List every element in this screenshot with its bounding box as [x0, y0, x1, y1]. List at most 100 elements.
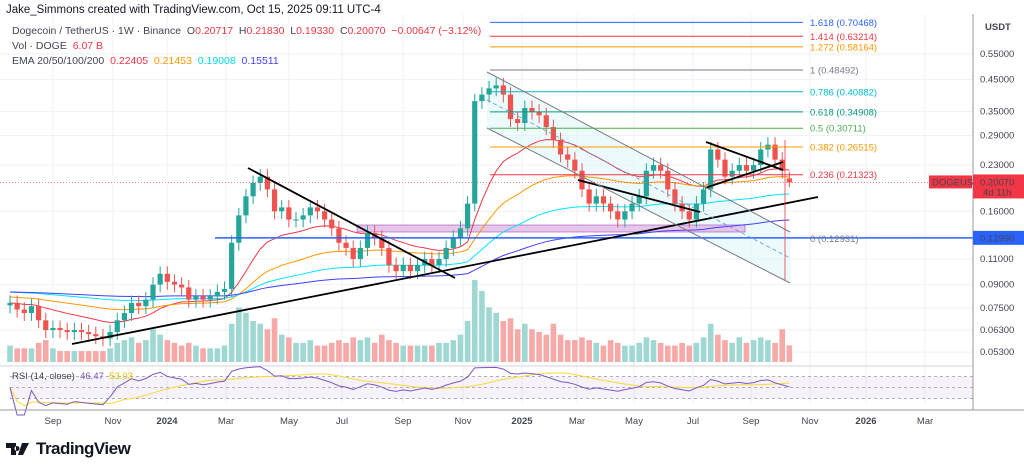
candle-body	[322, 211, 328, 220]
candle-body	[600, 196, 607, 204]
symbol-legend[interactable]: Dogecoin / TetherUS · 1W · Binance O0.20…	[12, 24, 481, 39]
volume-bar	[750, 340, 757, 362]
candle-body	[207, 296, 213, 300]
candle-body	[722, 159, 728, 177]
range-rectangle[interactable]	[356, 224, 746, 233]
volume-bar	[765, 340, 771, 362]
volume-legend[interactable]: Vol · DOGE 6.07 B	[12, 39, 481, 54]
low-label: L	[290, 25, 297, 37]
candle-body	[157, 273, 163, 285]
volume-bar	[686, 345, 693, 362]
volume-bar	[343, 342, 349, 362]
trendline-descending[interactable]	[247, 167, 456, 279]
candle-body	[93, 334, 99, 337]
volume-bar	[178, 345, 185, 362]
volume-bar	[193, 345, 199, 362]
trendline-wedge-lower[interactable]	[704, 161, 784, 189]
volume-bar	[14, 348, 20, 362]
ema200-line	[9, 219, 790, 298]
volume-bar	[321, 345, 328, 362]
candle-body	[21, 309, 27, 314]
fib-level-label: 1.272 (0.58164)	[810, 42, 877, 53]
price-axis[interactable]: USDT 0.55000 0.45000 0.35000 0.29000 0.23000 0…	[929, 0, 1024, 410]
rsi-ma-line	[9, 372, 790, 407]
drawings	[71, 71, 819, 345]
tradingview-logo[interactable]: TradingView	[6, 439, 131, 459]
volume-bar	[543, 334, 550, 362]
time-tick: Sep	[45, 416, 62, 427]
volume-bar	[207, 348, 213, 362]
fib-level-label: 0.5 (0.30711)	[810, 124, 866, 135]
candle-body	[136, 302, 142, 307]
time-tick: Sep	[743, 416, 760, 427]
ema50-value: 0.21453	[153, 55, 192, 67]
price-tick: 0.09000	[980, 280, 1014, 291]
time-axis[interactable]: Sep Nov 2024 Mar May Jul Sep Nov 2025 Mar May Jul Se…	[0, 409, 1024, 427]
currency-label[interactable]: USDT	[985, 22, 1011, 33]
volume-bar	[286, 337, 292, 362]
volume-bar	[307, 340, 314, 362]
candle-body	[500, 85, 506, 95]
candle-body	[7, 302, 13, 306]
candle-body	[472, 101, 478, 204]
ema100-value: 0.19008	[197, 55, 236, 67]
time-tick: Mar	[218, 416, 234, 427]
time-tick: Jul	[336, 416, 348, 427]
volume-bar	[700, 337, 707, 362]
volume-bar	[500, 321, 507, 362]
volume-bar	[271, 318, 278, 362]
price-tick: 0.05300	[980, 347, 1014, 358]
volume-bar	[28, 348, 35, 362]
volume-bar	[21, 348, 28, 362]
volume-bar	[550, 323, 557, 362]
rsi-legend[interactable]: RSI (14, close) 46.47 53.03	[12, 371, 133, 382]
volume-bar	[707, 323, 714, 362]
volume-bar	[693, 342, 700, 362]
candle-body	[700, 189, 707, 204]
price-tick: 0.07500	[980, 303, 1014, 314]
candle-body	[479, 94, 485, 102]
volume-bar	[143, 340, 149, 362]
candle-body	[121, 313, 127, 321]
candle-body	[543, 115, 549, 128]
drawings-back	[356, 72, 790, 283]
fib-level-label: 0.618 (0.34908)	[810, 107, 877, 118]
volume-bar	[228, 323, 235, 362]
rsi-label: RSI (14, close)	[12, 371, 75, 382]
candle-body	[379, 237, 385, 248]
volume-bar	[314, 345, 321, 362]
volume-bar	[328, 342, 335, 362]
channel-mid	[486, 99, 791, 259]
volume-bar	[657, 342, 664, 362]
candle-body	[307, 207, 313, 216]
hline-price-text: 0.12990	[980, 233, 1014, 244]
fib-retracement[interactable]: 1.618 (0.70468) 1.414 (0.63214)1.272 (0.5…	[490, 18, 877, 245]
time-tick: Nov	[105, 416, 122, 427]
volume-bar	[757, 337, 764, 362]
candle-body	[622, 211, 628, 220]
candle-body	[50, 328, 56, 331]
chart-credit: Jake_Simmons created with TradingView.co…	[6, 4, 381, 16]
trendline-ascending-support[interactable]	[71, 196, 819, 345]
candle-body	[436, 259, 442, 265]
candle-body	[257, 176, 263, 183]
volume-bar	[514, 329, 521, 362]
volume-bar	[236, 307, 242, 362]
volume-bar	[429, 345, 435, 362]
volume-bar	[185, 342, 192, 362]
volume-bar	[371, 342, 378, 362]
candle-body	[779, 159, 785, 171]
ema-legend[interactable]: EMA 20/50/100/200 0.22405 0.21453 0.1900…	[12, 54, 481, 69]
candle-body	[615, 211, 621, 220]
candle-body	[364, 232, 371, 248]
chart-legend: Dogecoin / TetherUS · 1W · Binance O0.20…	[12, 24, 481, 69]
candle-body	[708, 149, 714, 190]
time-tick: Nov	[455, 416, 472, 427]
candle-body	[286, 207, 292, 220]
price-tick: 0.23000	[980, 160, 1014, 171]
time-tick: Sep	[395, 416, 412, 427]
ema100-line	[9, 193, 790, 302]
channel-upper[interactable]	[486, 71, 791, 233]
channel-lower[interactable]	[486, 127, 791, 284]
